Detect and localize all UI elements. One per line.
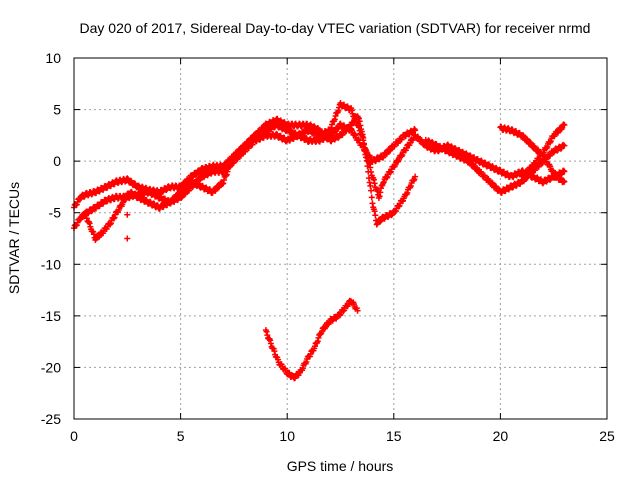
data-point bbox=[561, 142, 568, 149]
data-point bbox=[561, 168, 568, 175]
data-point bbox=[360, 140, 367, 147]
y-tick-label: 10 bbox=[45, 50, 61, 66]
data-point bbox=[368, 187, 375, 194]
data-marks bbox=[71, 100, 568, 382]
data-point bbox=[368, 194, 375, 201]
y-tick-label: -5 bbox=[49, 205, 62, 221]
x-tick-label: 15 bbox=[386, 428, 402, 444]
x-tick-labels: 0 5 10 15 20 25 bbox=[70, 428, 615, 444]
y-axis-title: SDTVAR / TECUs bbox=[6, 182, 22, 294]
data-point bbox=[561, 122, 568, 129]
y-tick-label: 5 bbox=[53, 102, 61, 118]
plot-frame bbox=[73, 57, 608, 420]
data-point bbox=[364, 163, 371, 170]
y-tick-label: -25 bbox=[41, 411, 61, 427]
data-point bbox=[124, 211, 131, 218]
y-tick-label: -10 bbox=[41, 256, 61, 272]
x-tick-label: 10 bbox=[279, 428, 295, 444]
series-track-e bbox=[422, 136, 568, 196]
x-axis-title: GPS time / hours bbox=[287, 458, 394, 474]
data-point bbox=[561, 178, 568, 185]
x-tick-label: 20 bbox=[493, 428, 509, 444]
chart-title: Day 020 of 2017, Sidereal Day-to-day VTE… bbox=[80, 20, 591, 36]
data-point bbox=[363, 157, 370, 164]
y-tick-label: 0 bbox=[53, 153, 61, 169]
series-track-low bbox=[262, 297, 361, 382]
y-tick-labels: -25 -20 -15 -10 -5 0 5 10 bbox=[41, 50, 61, 427]
series-track-g bbox=[518, 121, 568, 180]
y-tick-label: -15 bbox=[41, 308, 61, 324]
x-tick-label: 5 bbox=[177, 428, 185, 444]
data-point bbox=[354, 307, 361, 314]
x-tick-label: 25 bbox=[599, 428, 615, 444]
data-point bbox=[372, 212, 379, 219]
data-point bbox=[360, 134, 367, 141]
series-outliers bbox=[124, 211, 131, 242]
y-tick-label: -20 bbox=[41, 359, 61, 375]
data-point bbox=[412, 173, 419, 180]
series-track-c bbox=[81, 113, 419, 244]
data-point bbox=[365, 168, 372, 175]
data-point bbox=[124, 235, 131, 242]
x-tick-label: 0 bbox=[70, 428, 78, 444]
